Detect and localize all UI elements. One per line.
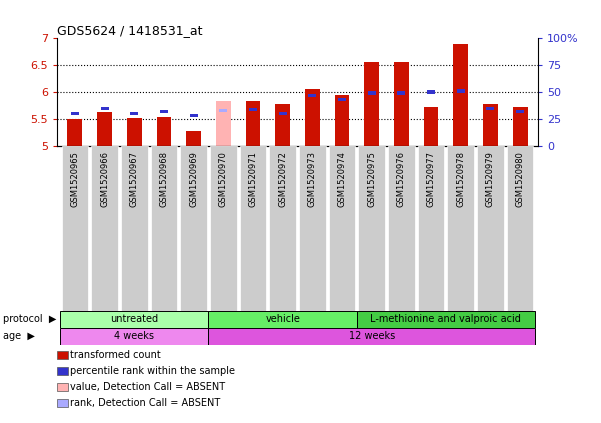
FancyBboxPatch shape — [91, 146, 118, 311]
Bar — [335, 95, 349, 146]
Text: value, Detection Call = ABSENT: value, Detection Call = ABSENT — [70, 382, 225, 392]
Bar — [97, 113, 112, 146]
Bar — [486, 107, 495, 110]
Bar — [305, 89, 320, 146]
FancyBboxPatch shape — [61, 146, 88, 311]
Text: untreated: untreated — [110, 314, 158, 324]
Bar — [427, 91, 435, 93]
Text: GSM1520971: GSM1520971 — [248, 151, 257, 207]
Bar — [71, 112, 79, 115]
Text: GSM1520972: GSM1520972 — [278, 151, 287, 207]
Bar — [457, 89, 465, 93]
Bar — [100, 107, 109, 110]
Bar — [246, 101, 260, 146]
Bar — [338, 98, 346, 101]
FancyBboxPatch shape — [151, 146, 177, 311]
FancyBboxPatch shape — [299, 146, 326, 311]
FancyBboxPatch shape — [60, 328, 209, 345]
Text: 12 weeks: 12 weeks — [349, 331, 395, 341]
FancyBboxPatch shape — [507, 146, 534, 311]
Bar — [130, 112, 138, 115]
Bar — [279, 112, 287, 115]
Text: transformed count: transformed count — [70, 350, 161, 360]
FancyBboxPatch shape — [418, 146, 444, 311]
Bar — [394, 62, 409, 146]
Text: L-methionine and valproic acid: L-methionine and valproic acid — [370, 314, 521, 324]
Bar — [67, 119, 82, 146]
Text: GSM1520974: GSM1520974 — [338, 151, 347, 207]
FancyBboxPatch shape — [447, 146, 474, 311]
Bar — [368, 91, 376, 95]
FancyBboxPatch shape — [60, 311, 209, 328]
Text: 4 weeks: 4 weeks — [114, 331, 154, 341]
Bar — [453, 44, 468, 146]
Text: GSM1520978: GSM1520978 — [456, 151, 465, 207]
Text: GSM1520979: GSM1520979 — [486, 151, 495, 207]
Text: GSM1520968: GSM1520968 — [159, 151, 168, 207]
Text: GSM1520977: GSM1520977 — [427, 151, 436, 207]
Text: GSM1520969: GSM1520969 — [189, 151, 198, 207]
Bar — [308, 93, 316, 97]
Text: GSM1520976: GSM1520976 — [397, 151, 406, 207]
Bar — [275, 104, 290, 146]
FancyBboxPatch shape — [210, 146, 237, 311]
FancyBboxPatch shape — [209, 328, 535, 345]
Text: GSM1520967: GSM1520967 — [130, 151, 139, 207]
Bar — [483, 104, 498, 146]
Text: GSM1520965: GSM1520965 — [70, 151, 79, 207]
Text: rank, Detection Call = ABSENT: rank, Detection Call = ABSENT — [70, 398, 221, 408]
Text: GDS5624 / 1418531_at: GDS5624 / 1418531_at — [57, 24, 203, 37]
Bar — [186, 132, 201, 146]
FancyBboxPatch shape — [240, 146, 266, 311]
Bar — [364, 62, 379, 146]
Bar — [156, 117, 171, 146]
Bar — [160, 110, 168, 113]
Bar — [189, 114, 198, 117]
Bar — [216, 101, 231, 146]
Text: age  ▶: age ▶ — [3, 331, 35, 341]
Bar — [249, 107, 257, 111]
Bar — [424, 107, 439, 146]
Text: GSM1520980: GSM1520980 — [516, 151, 525, 207]
Bar — [513, 107, 528, 146]
Text: GSM1520966: GSM1520966 — [100, 151, 109, 207]
FancyBboxPatch shape — [357, 311, 535, 328]
FancyBboxPatch shape — [477, 146, 504, 311]
FancyBboxPatch shape — [121, 146, 148, 311]
Bar — [127, 118, 142, 146]
Text: percentile rank within the sample: percentile rank within the sample — [70, 366, 236, 376]
FancyBboxPatch shape — [209, 311, 357, 328]
Text: GSM1520973: GSM1520973 — [308, 151, 317, 207]
Bar — [397, 91, 406, 95]
Text: GSM1520975: GSM1520975 — [367, 151, 376, 207]
Text: protocol  ▶: protocol ▶ — [3, 314, 56, 324]
FancyBboxPatch shape — [358, 146, 385, 311]
Text: vehicle: vehicle — [265, 314, 300, 324]
FancyBboxPatch shape — [388, 146, 415, 311]
Bar — [219, 109, 227, 112]
Bar — [516, 110, 524, 113]
FancyBboxPatch shape — [180, 146, 207, 311]
Text: GSM1520970: GSM1520970 — [219, 151, 228, 207]
FancyBboxPatch shape — [329, 146, 355, 311]
FancyBboxPatch shape — [269, 146, 296, 311]
